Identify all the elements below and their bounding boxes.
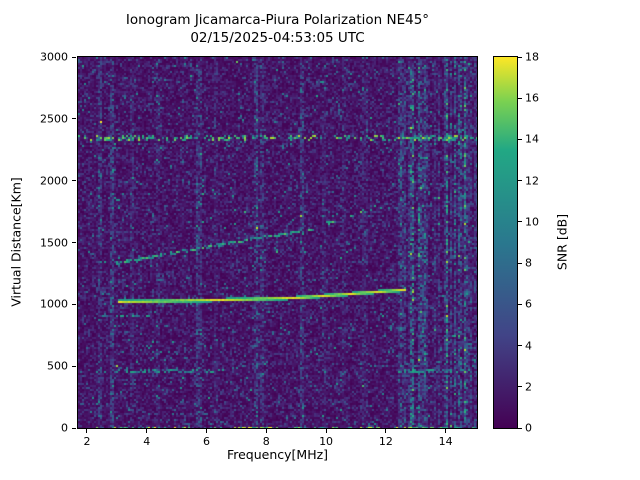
y-tick-mark — [72, 303, 76, 305]
colorbar-tick-mark — [518, 303, 522, 305]
colorbar-tick-label: 4 — [525, 339, 532, 353]
x-tick-label: 6 — [203, 435, 211, 448]
colorbar-tick-mark — [518, 97, 522, 99]
y-tick-label: 2000 — [40, 174, 68, 188]
y-axis-label: Virtual Distance[Km] — [8, 177, 24, 307]
colorbar-tick-label: 18 — [525, 50, 539, 64]
colorbar-tick-mark — [518, 427, 522, 429]
colorbar-tick-mark — [518, 180, 522, 182]
y-tick-label: 1000 — [40, 297, 68, 311]
y-tick-mark — [72, 180, 76, 182]
y-tick-mark — [72, 242, 76, 243]
x-tick-mark — [385, 429, 387, 433]
colorbar-tick-mark — [518, 262, 522, 264]
y-tick-mark — [72, 365, 76, 367]
y-tick-label: 500 — [47, 359, 68, 373]
colorbar-label: SNR [dB] — [554, 213, 570, 271]
colorbar-tick-label: 8 — [525, 256, 532, 270]
x-tick-mark — [146, 429, 148, 433]
colorbar-tick-label: 0 — [525, 421, 532, 435]
colorbar-tick-label: 16 — [525, 91, 539, 105]
colorbar-tick-mark — [518, 56, 522, 58]
chart-title: Ionogram Jicamarca-Piura Polarization NE… — [125, 12, 430, 28]
x-tick-label: 4 — [143, 435, 151, 448]
y-tick-label: 1500 — [40, 236, 68, 249]
x-tick-label: 14 — [438, 435, 453, 448]
x-tick-mark — [206, 429, 208, 433]
x-axis-label: Frequency[MHz] — [226, 447, 329, 462]
y-tick-mark — [72, 427, 76, 429]
y-tick-label: 0 — [61, 421, 68, 435]
colorbar-tick-mark — [518, 386, 522, 388]
x-tick-label: 12 — [378, 435, 393, 448]
colorbar-tick-mark — [518, 345, 522, 347]
x-tick-label: 2 — [83, 435, 91, 448]
x-tick-mark — [445, 429, 447, 433]
y-tick-mark — [72, 118, 76, 120]
x-tick-mark — [325, 429, 327, 433]
colorbar-tick-mark — [518, 221, 522, 223]
colorbar-tick-label: 6 — [525, 297, 532, 311]
plot-area — [77, 56, 478, 429]
colorbar-tick-label: 14 — [525, 132, 539, 146]
x-tick-label: 8 — [262, 435, 270, 448]
y-tick-mark — [72, 56, 76, 58]
colorbar-tick-label: 2 — [525, 380, 532, 394]
chart-subtitle: 02/15/2025-04:53:05 UTC — [190, 30, 365, 46]
x-tick-label: 10 — [319, 435, 334, 448]
heatmap-canvas — [78, 57, 477, 428]
colorbar — [493, 56, 518, 429]
colorbar-tick-mark — [518, 138, 522, 140]
y-tick-label: 3000 — [40, 50, 68, 64]
y-tick-label: 2500 — [40, 112, 68, 126]
x-tick-mark — [265, 429, 267, 433]
x-tick-mark — [86, 429, 88, 433]
colorbar-tick-label: 12 — [525, 174, 539, 188]
colorbar-tick-label: 10 — [525, 215, 539, 229]
